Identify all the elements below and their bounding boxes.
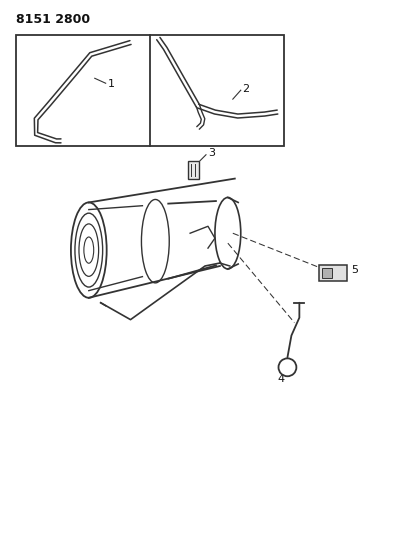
Text: 1: 1 xyxy=(108,79,115,89)
Bar xyxy=(188,161,199,179)
Bar xyxy=(322,268,332,278)
Text: 3: 3 xyxy=(208,148,215,158)
Text: 2: 2 xyxy=(242,84,249,94)
Text: 8151 2800: 8151 2800 xyxy=(16,13,90,26)
Text: 5: 5 xyxy=(351,265,358,275)
Text: 4: 4 xyxy=(277,374,285,384)
Bar xyxy=(16,35,284,146)
Bar xyxy=(319,265,347,281)
